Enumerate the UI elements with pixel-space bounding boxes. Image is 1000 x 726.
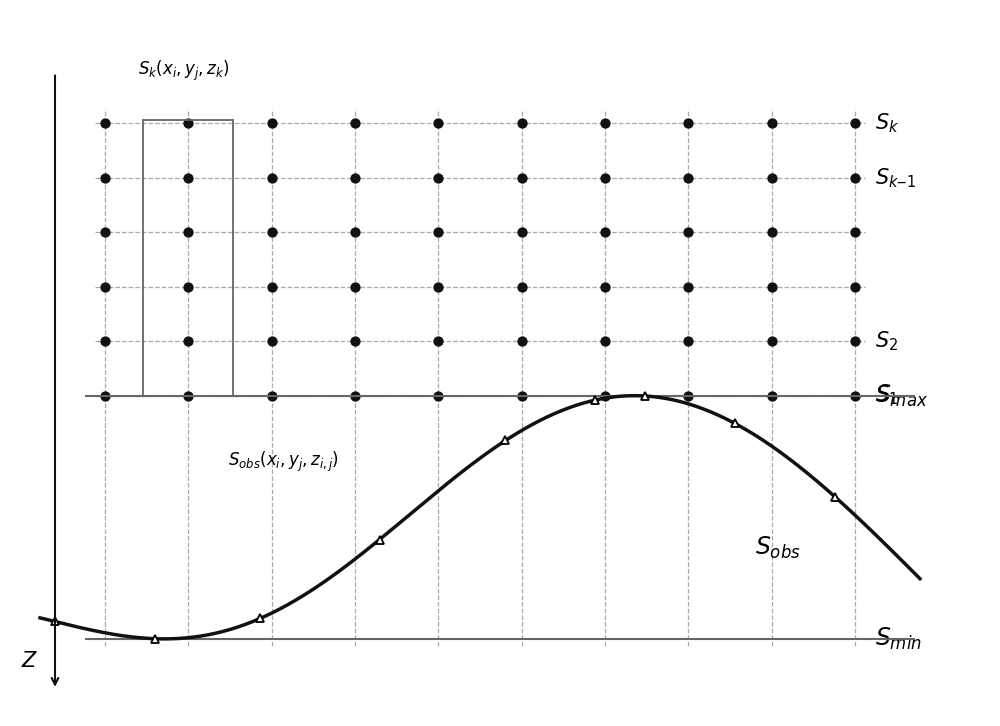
Text: $S_{k‒1}$: $S_{k‒1}$ (875, 166, 916, 189)
Point (264, 390, 280, 401)
Point (514, 227, 530, 238)
Point (680, 172, 696, 184)
Point (847, 172, 863, 184)
Point (180, 390, 196, 401)
Point (514, 390, 530, 401)
Text: $Z$: $Z$ (21, 650, 39, 671)
Point (97, 281, 113, 293)
Point (264, 335, 280, 347)
Text: $S_1$: $S_1$ (875, 384, 898, 407)
Point (264, 172, 280, 184)
Point (180, 281, 196, 293)
Point (430, 118, 446, 129)
Text: $S_{obs}(x_i, y_j, z_{i,j})$: $S_{obs}(x_i, y_j, z_{i,j})$ (228, 450, 339, 474)
Point (847, 227, 863, 238)
Point (597, 281, 613, 293)
Point (347, 118, 363, 129)
Point (430, 172, 446, 184)
Point (597, 118, 613, 129)
Point (597, 390, 613, 401)
Point (97, 172, 113, 184)
Point (764, 118, 780, 129)
Point (264, 281, 280, 293)
Point (97, 227, 113, 238)
Point (597, 335, 613, 347)
Point (430, 335, 446, 347)
Point (680, 281, 696, 293)
Text: $S_2$: $S_2$ (875, 330, 898, 353)
Point (764, 172, 780, 184)
Text: $S_{obs}$: $S_{obs}$ (755, 535, 801, 561)
Bar (143, 120, 233, 396)
Point (680, 390, 696, 401)
Point (97, 335, 113, 347)
Point (764, 227, 780, 238)
Text: $S_{min}$: $S_{min}$ (875, 626, 922, 652)
Point (764, 281, 780, 293)
Text: $S_k(x_i, y_j, z_k)$: $S_k(x_i, y_j, z_k)$ (138, 60, 229, 83)
Point (847, 281, 863, 293)
Point (680, 227, 696, 238)
Point (514, 281, 530, 293)
Point (847, 335, 863, 347)
Point (180, 335, 196, 347)
Point (514, 118, 530, 129)
Point (347, 172, 363, 184)
Point (847, 118, 863, 129)
Point (180, 118, 196, 129)
Point (847, 390, 863, 401)
Point (430, 281, 446, 293)
Point (764, 335, 780, 347)
Text: $S_k$: $S_k$ (875, 112, 899, 135)
Point (264, 227, 280, 238)
Point (347, 335, 363, 347)
Point (597, 172, 613, 184)
Point (264, 118, 280, 129)
Point (347, 227, 363, 238)
Point (597, 227, 613, 238)
Point (97, 390, 113, 401)
Point (680, 118, 696, 129)
Point (180, 172, 196, 184)
Point (680, 335, 696, 347)
Point (97, 118, 113, 129)
Point (347, 281, 363, 293)
Point (764, 390, 780, 401)
Point (347, 390, 363, 401)
Text: $S_{max}$: $S_{max}$ (875, 383, 928, 409)
Point (514, 335, 530, 347)
Point (180, 227, 196, 238)
Point (430, 227, 446, 238)
Point (430, 390, 446, 401)
Point (514, 172, 530, 184)
